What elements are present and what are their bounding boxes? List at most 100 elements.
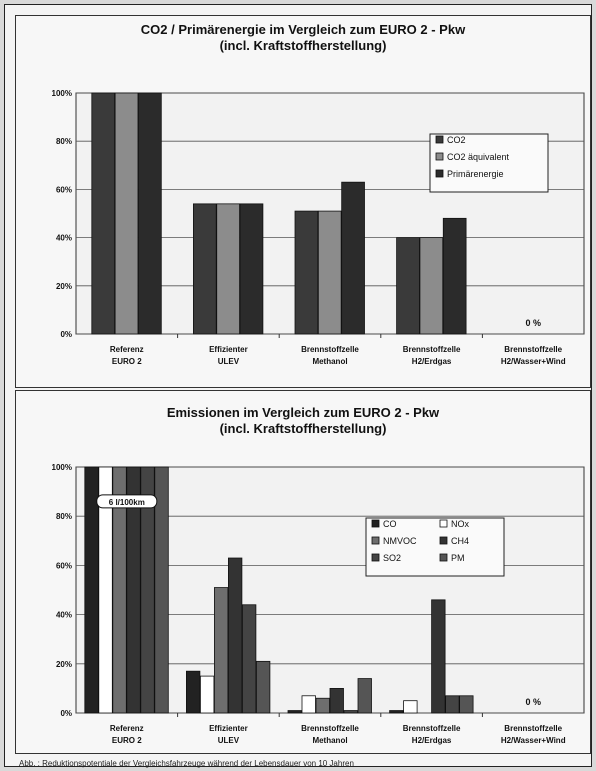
chart-panel-co2: CO2 / Primärenergie im Vergleich zum EUR… (15, 15, 591, 388)
bar-co2-quivalent (216, 203, 240, 335)
y-tick-label: 60% (56, 561, 72, 570)
bar-co (185, 670, 201, 714)
bar-co2 (294, 210, 319, 335)
x-tick-label: Brennstoffzelle (504, 345, 562, 354)
chart-subtitle: (incl. Kraftstoffherstellung) (219, 421, 387, 436)
x-tick-label: Referenz (110, 724, 144, 733)
x-tick-label: Methanol (312, 357, 347, 366)
x-tick-label: ULEV (218, 736, 240, 745)
x-tick-label: H2/Erdgas (412, 736, 452, 745)
data-label: 0 % (525, 697, 541, 707)
y-tick-label: 100% (52, 89, 72, 98)
legend-label: CO2 äquivalent (447, 152, 510, 162)
x-tick-label: EURO 2 (112, 736, 142, 745)
legend-swatch (371, 536, 380, 545)
legend-label: CO (383, 519, 397, 529)
bar-ch4 (329, 687, 344, 714)
legend-swatch (439, 519, 448, 528)
bar-pm (255, 660, 271, 714)
bar-prim-renergie (341, 181, 365, 335)
x-tick-label: H2/Wasser+Wind (501, 357, 566, 366)
bar-co2 (192, 203, 217, 335)
bar-co2-quivalent (419, 237, 444, 335)
legend-swatch (439, 536, 448, 545)
chart-title: Emissionen im Vergleich zum EURO 2 - Pkw (166, 405, 440, 420)
y-tick-label: 20% (56, 660, 72, 669)
legend-label: PM (451, 553, 465, 563)
bar-nmvoc (213, 587, 229, 714)
bar-so2 (140, 466, 155, 714)
annotation-label: 6 l/100km (109, 498, 145, 507)
chart-title: CO2 / Primärenergie im Vergleich zum EUR… (140, 22, 466, 37)
x-tick-label: Brennstoffzelle (504, 724, 562, 733)
bar-prim-renergie (442, 217, 467, 335)
bar-co2 (91, 92, 116, 335)
bar-so2 (445, 695, 460, 714)
chart-subtitle: (incl. Kraftstoffherstellung) (219, 38, 387, 53)
y-tick-label: 0% (60, 709, 72, 718)
legend-label: SO2 (383, 553, 401, 563)
legend-swatch (435, 169, 444, 178)
bar-nox (301, 695, 316, 714)
bar-co2-quivalent (317, 210, 342, 335)
legend-label: NMVOC (383, 536, 417, 546)
data-label: 0 % (525, 318, 541, 328)
figure-frame: CO2 / Primärenergie im Vergleich zum EUR… (4, 4, 592, 768)
bar-ch4 (227, 557, 243, 714)
bar-pm (357, 678, 372, 714)
bar-ch4 (126, 466, 141, 714)
figure-caption: Abb. : Reduktionspotentiale der Vergleic… (19, 759, 354, 768)
bar-ch4 (431, 599, 446, 714)
bar-co (287, 710, 302, 714)
y-tick-label: 40% (56, 611, 72, 620)
bar-prim-renergie (239, 203, 264, 335)
legend-swatch (371, 553, 380, 562)
y-tick-label: 80% (56, 137, 72, 146)
x-tick-label: Brennstoffzelle (403, 724, 461, 733)
x-tick-label: Brennstoffzelle (301, 345, 359, 354)
x-tick-label: Brennstoffzelle (301, 724, 359, 733)
legend-swatch (439, 553, 448, 562)
legend-swatch (371, 519, 380, 528)
bar-so2 (343, 710, 358, 714)
chart-emissions-svg: 0% 20% 40% 60% 80% 100% Referenz EURO 2 Effizien… (52, 463, 585, 745)
bar-nmvoc (112, 466, 127, 714)
x-tick-label: Brennstoffzelle (403, 345, 461, 354)
bar-co (84, 466, 99, 714)
bar-nmvoc (315, 697, 330, 714)
bar-prim-renergie (138, 92, 162, 335)
chart-co2-svg: 0% 20% 40% 60% 80% 100% Referenz EURO 2 Effizien… (52, 89, 585, 366)
x-tick-label: H2/Wasser+Wind (501, 736, 566, 745)
y-tick-label: 100% (52, 463, 72, 472)
bar-pm (154, 466, 169, 714)
legend-box (365, 517, 505, 577)
y-tick-label: 0% (60, 330, 72, 339)
x-tick-label: H2/Erdgas (412, 357, 452, 366)
legend-label: CO2 (447, 135, 466, 145)
legend-label: NOx (451, 519, 470, 529)
y-tick-label: 20% (56, 282, 72, 291)
legend-swatch (435, 152, 444, 161)
bar-pm (459, 695, 474, 714)
bar-co2-quivalent (114, 92, 139, 335)
legend-box (429, 133, 549, 193)
bar-co (389, 710, 404, 714)
bar-nox (98, 466, 113, 714)
y-tick-label: 60% (56, 185, 72, 194)
x-tick-label: ULEV (218, 357, 240, 366)
bar-nox (199, 675, 215, 714)
legend-label: Primärenergie (447, 169, 504, 179)
x-tick-label: Methanol (312, 736, 347, 745)
x-tick-label: Effizienter (209, 724, 248, 733)
bar-co2 (396, 237, 420, 335)
x-tick-label: Effizienter (209, 345, 248, 354)
x-tick-label: Referenz (110, 345, 144, 354)
chart-panel-emissions: Emissionen im Vergleich zum EURO 2 - Pkw… (15, 390, 591, 754)
bar-so2 (241, 604, 257, 714)
y-tick-label: 40% (56, 234, 72, 243)
legend-swatch (435, 135, 444, 144)
x-tick-label: EURO 2 (112, 357, 142, 366)
annotation-box (96, 494, 158, 509)
legend-label: CH4 (451, 536, 469, 546)
bar-nox (403, 700, 418, 714)
